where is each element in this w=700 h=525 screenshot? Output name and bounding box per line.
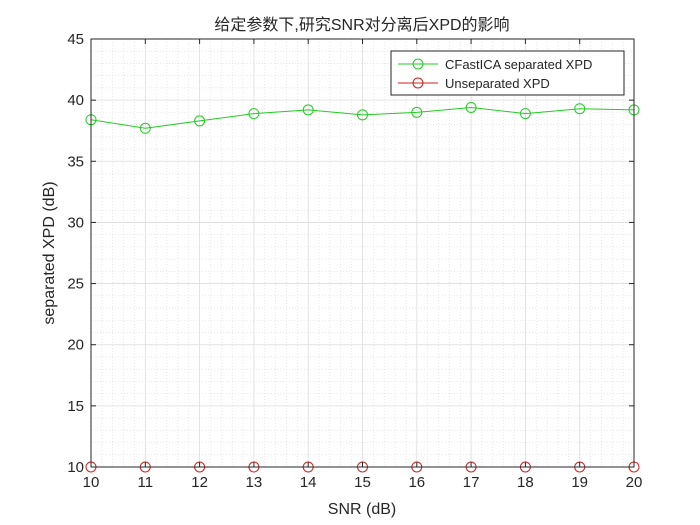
- series-1-point: [519, 108, 531, 120]
- legend-entry-1: CFastICA separated XPD: [445, 57, 592, 72]
- series-1-point: [302, 104, 314, 116]
- x-tick-label: 17: [463, 474, 480, 491]
- y-tick-label: 35: [67, 153, 84, 170]
- y-tick-label: 30: [67, 214, 84, 231]
- series-1-point: [574, 103, 586, 115]
- x-tick-label: 16: [408, 474, 425, 491]
- series-1-point: [194, 115, 206, 127]
- x-tick-label: 11: [138, 474, 154, 491]
- series-1-point: [411, 106, 423, 118]
- series-line-1: [90, 106, 635, 129]
- series-1-point: [248, 108, 260, 120]
- x-tick-label: 10: [83, 474, 100, 491]
- y-tick-label: 10: [67, 459, 84, 476]
- y-tick-label: 20: [67, 337, 84, 354]
- axis-ticks: [90, 38, 635, 468]
- y-tick-label: 15: [67, 398, 84, 415]
- legend-box: [390, 50, 625, 96]
- x-tick-label: 15: [354, 474, 371, 491]
- legend-marker-2: [412, 77, 424, 89]
- x-tick-label: 20: [626, 474, 643, 491]
- y-axis-label: separated XPD (dB): [41, 181, 58, 324]
- y-tick-label: 25: [67, 276, 84, 293]
- legend-entry-2: Unseparated XPD: [445, 76, 550, 91]
- x-tick-label: 19: [571, 474, 588, 491]
- x-tick-label: 18: [517, 474, 534, 491]
- y-tick-label: 45: [67, 31, 84, 48]
- legend: CFastICA separated XPD Unseparated XPD: [390, 50, 625, 96]
- series-1-point: [465, 101, 477, 113]
- y-tick-label: 40: [67, 92, 84, 109]
- x-tick-label: 12: [191, 474, 208, 491]
- minor-grid: [91, 39, 634, 467]
- tick-labels: 10 11 12 13 14 15 16 17 18 19 20 10 15 20 25 30 35 40 45: [67, 31, 642, 491]
- x-tick-label: 13: [246, 474, 263, 491]
- legend-marker-1: [412, 58, 424, 70]
- series-1-point: [357, 109, 368, 121]
- x-axis-label: SNR (dB): [328, 501, 396, 518]
- series-1-point: [139, 122, 151, 134]
- chart-title: 给定参数下,研究SNR对分离后XPD的影响: [214, 16, 509, 34]
- x-tick-label: 14: [300, 474, 317, 491]
